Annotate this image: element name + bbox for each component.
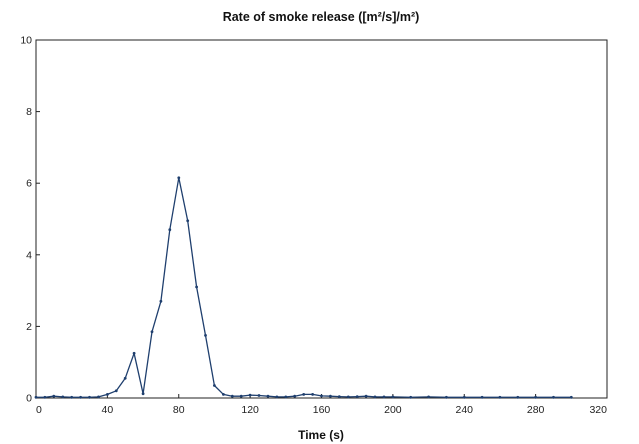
data-point	[462, 395, 466, 399]
data-point	[248, 393, 252, 397]
y-tick-label: 0	[26, 393, 32, 405]
x-tick-label: 280	[527, 404, 545, 416]
data-point	[168, 228, 172, 232]
y-axis: 0 2 4 6 8 10	[20, 35, 40, 405]
data-point	[239, 394, 243, 398]
data-point	[43, 395, 47, 399]
data-point	[186, 219, 190, 223]
x-tick-label: 0	[36, 404, 42, 416]
x-tick-label: 200	[384, 404, 402, 416]
data-point	[213, 384, 216, 387]
plot-frame	[35, 39, 608, 399]
data-point	[534, 395, 537, 399]
data-point	[320, 394, 323, 398]
data-point	[132, 351, 136, 355]
x-axis-label: Time (s)	[298, 428, 344, 442]
data-point	[106, 393, 109, 396]
data-point	[88, 395, 91, 399]
y-tick-label: 6	[26, 178, 32, 190]
y-tick-label: 2	[26, 321, 32, 333]
data-point	[97, 395, 100, 399]
series-points	[34, 176, 573, 399]
data-point	[222, 393, 225, 396]
data-point	[266, 394, 270, 398]
x-tick-label: 40	[102, 404, 114, 416]
x-tick-label: 80	[173, 404, 185, 416]
data-point	[373, 395, 377, 399]
data-point	[159, 299, 163, 303]
data-point	[79, 395, 82, 399]
data-point	[480, 395, 484, 399]
data-point	[337, 395, 341, 398]
data-point	[498, 395, 502, 399]
data-point	[552, 395, 555, 399]
x-tick-label: 240	[455, 404, 473, 416]
data-point	[364, 394, 368, 398]
data-point	[123, 376, 127, 380]
data-point	[427, 395, 430, 399]
data-point	[141, 392, 145, 396]
data-point	[445, 395, 448, 399]
data-point	[34, 395, 38, 399]
data-point	[569, 395, 573, 399]
data-point	[516, 395, 520, 399]
data-point	[114, 389, 118, 393]
data-point	[284, 395, 288, 399]
x-tick-label: 320	[589, 404, 607, 416]
data-point	[355, 395, 359, 398]
data-point	[275, 395, 279, 399]
chart-title: Rate of smoke release ([m²/s]/m²)	[223, 10, 420, 24]
x-tick-label: 160	[313, 404, 331, 416]
data-point	[409, 395, 413, 399]
data-point	[382, 395, 386, 399]
x-axis: 0 40 80 120 160 200 240 280 320	[35, 394, 608, 416]
data-point	[150, 330, 154, 334]
data-point	[61, 395, 65, 399]
data-point	[230, 394, 234, 398]
y-tick-label: 4	[26, 249, 32, 261]
series-line	[36, 177, 572, 398]
data-point	[346, 395, 350, 399]
y-tick-label: 10	[20, 35, 32, 47]
data-point	[293, 394, 297, 398]
data-point	[204, 334, 207, 337]
data-point	[302, 393, 306, 396]
y-tick-label: 8	[26, 106, 32, 118]
data-point	[195, 285, 199, 289]
data-point	[329, 394, 332, 398]
x-tick-label: 120	[241, 404, 259, 416]
data-point	[177, 176, 181, 180]
data-point	[257, 394, 261, 397]
data-point	[52, 394, 56, 398]
data-point	[391, 395, 395, 399]
data-point	[70, 395, 74, 399]
data-point	[311, 393, 314, 396]
